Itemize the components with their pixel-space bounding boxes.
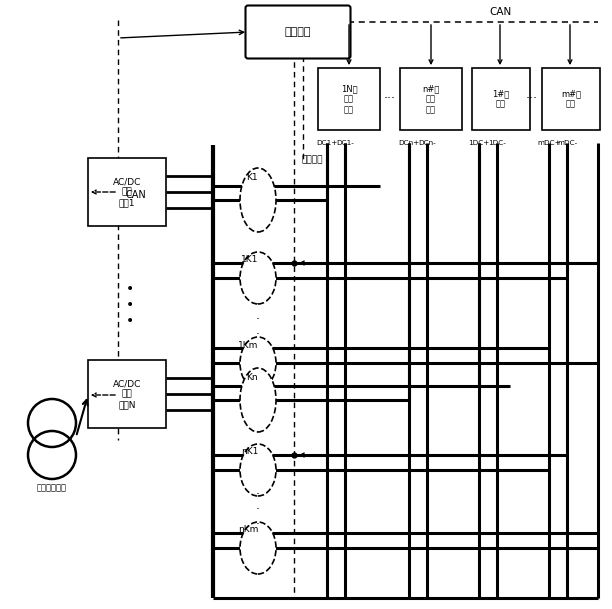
Ellipse shape (240, 337, 276, 389)
Text: Kn: Kn (246, 373, 258, 382)
Text: 1#充
电桩: 1#充 电桩 (493, 90, 510, 108)
Bar (88, 158, 166, 226)
Text: mDC+: mDC+ (537, 140, 561, 146)
Bar (542, 68, 600, 130)
Ellipse shape (240, 368, 276, 432)
Text: CAN: CAN (126, 190, 147, 200)
Text: 1N换
电电
池组: 1N换 电电 池组 (341, 84, 357, 114)
Text: K1: K1 (246, 174, 258, 183)
Text: 1Km: 1Km (238, 340, 258, 350)
Text: ·
·
·: · · · (256, 488, 260, 532)
FancyBboxPatch shape (245, 5, 351, 58)
Ellipse shape (240, 168, 276, 232)
Bar (472, 68, 530, 130)
Bar (318, 68, 380, 130)
Text: AC/DC
充电
模块1: AC/DC 充电 模块1 (113, 177, 141, 207)
Ellipse shape (240, 252, 276, 304)
Text: ·
·
·: · · · (256, 298, 260, 342)
Text: nK1: nK1 (241, 448, 259, 457)
Text: 1DC+: 1DC+ (468, 140, 490, 146)
Text: AC/DC
充电
模块N: AC/DC 充电 模块N (113, 379, 141, 409)
Text: mDC-: mDC- (557, 140, 577, 146)
Text: DCn-: DCn- (418, 140, 436, 146)
Text: 1DC-: 1DC- (488, 140, 506, 146)
Text: DC1+: DC1+ (316, 140, 338, 146)
Text: DC1-: DC1- (336, 140, 354, 146)
Ellipse shape (240, 522, 276, 574)
Text: 1K1: 1K1 (241, 256, 259, 264)
Text: nKm: nKm (238, 526, 258, 535)
Text: 切换控制: 切换控制 (302, 155, 324, 164)
Text: CAN: CAN (489, 7, 511, 17)
Bar (400, 68, 462, 130)
Text: m#充
电桩: m#充 电桩 (561, 90, 581, 108)
Text: ···: ··· (384, 93, 396, 105)
Text: DCn+: DCn+ (398, 140, 420, 146)
Text: •
•
•: • • • (126, 282, 134, 328)
Text: 三相交流进线: 三相交流进线 (37, 484, 67, 493)
Text: n#换
电电
池组: n#换 电电 池组 (422, 84, 439, 114)
Ellipse shape (240, 444, 276, 496)
Bar (88, 360, 166, 428)
Text: 监控装置: 监控装置 (285, 27, 312, 37)
Text: ···: ··· (526, 93, 538, 105)
